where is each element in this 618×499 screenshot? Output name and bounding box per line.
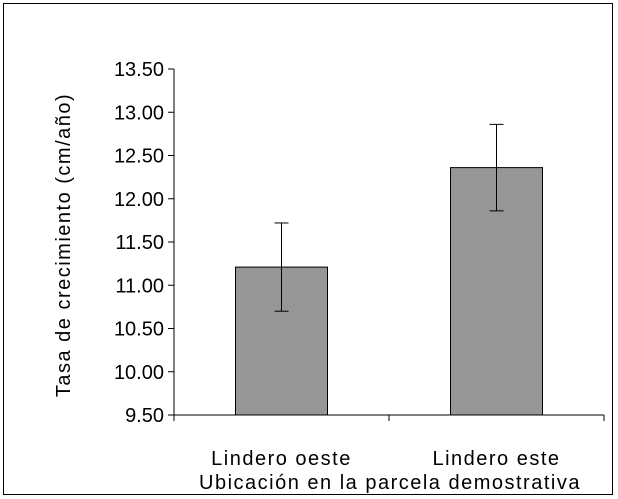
y-tick-label: 10.50 [114,319,164,341]
category-label-0: Lindero oeste [211,448,352,470]
y-axis-title: Tasa de crecimiento (cm/año) [53,93,75,397]
error-bars [274,123,504,312]
category-labels: Lindero oeste Lindero este [211,448,560,470]
y-tick-label: 11.00 [115,275,164,297]
x-axis-title: Ubicación en la parcela demostrativa [199,472,581,494]
bars [235,167,543,416]
y-axis: 9.50 10.00 10.50 11.00 11.50 12.00 12.50 13.00 1… [114,59,175,427]
y-tick-label: 13.50 [114,59,164,81]
y-tick-label: 12.00 [114,189,164,211]
y-tick-label: 11.50 [115,232,164,254]
y-tick-label: 13.00 [114,102,164,124]
x-axis [173,414,605,421]
y-tick-label: 9.50 [125,405,164,427]
y-tick-label: 12.50 [114,146,164,168]
category-label-1: Lindero este [432,448,560,470]
y-tick-label: 10.00 [114,362,164,384]
